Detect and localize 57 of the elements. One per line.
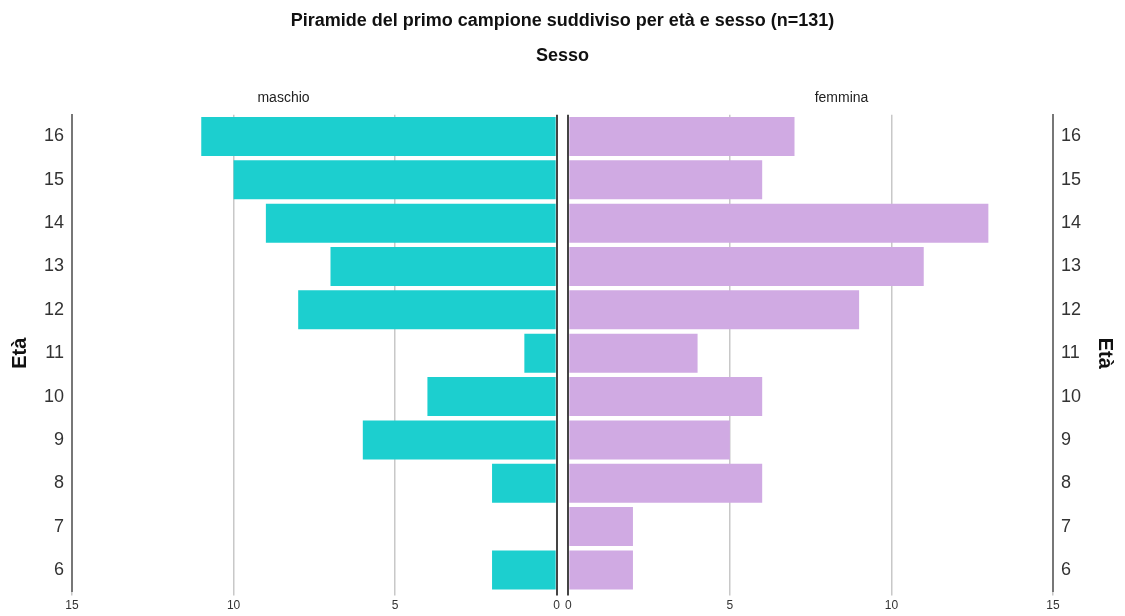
x-tick-label: 5	[726, 598, 734, 613]
bar	[569, 203, 989, 243]
x-tick-label: 15	[1046, 598, 1060, 613]
bar	[362, 420, 556, 460]
y-tick-label: 10	[43, 385, 65, 406]
x-tick-label: 15	[65, 598, 80, 613]
x-tick-label: 0	[564, 598, 572, 613]
y-tick-label: 6	[1060, 558, 1071, 579]
bar	[569, 116, 795, 156]
bar	[569, 507, 633, 547]
y-tick-label: 11	[45, 342, 65, 363]
y-tick-label: 16	[1060, 125, 1082, 146]
bar	[569, 463, 763, 503]
bar	[427, 377, 556, 417]
bar	[492, 550, 556, 590]
y-tick-label: 12	[1060, 298, 1082, 319]
x-tick-label: 0	[553, 598, 561, 613]
y-tick-label: 12	[43, 298, 65, 319]
bar	[569, 290, 860, 330]
bar	[569, 247, 924, 287]
y-tick-label: 7	[1060, 515, 1071, 536]
bar	[201, 116, 556, 156]
x-tick-label: 10	[884, 598, 899, 613]
y-tick-label: 13	[43, 255, 65, 276]
series-label: femmina	[814, 89, 869, 106]
y-tick-label: 14	[43, 212, 65, 233]
bar	[492, 463, 556, 503]
bar	[265, 203, 556, 243]
x-tick-label: 5	[391, 598, 399, 613]
bar	[233, 160, 556, 200]
y-tick-label: 10	[1060, 385, 1082, 406]
y-axis-title: Età	[7, 336, 30, 369]
bar	[524, 333, 556, 373]
y-tick-label: 9	[1060, 428, 1071, 449]
bar	[569, 160, 763, 200]
y-tick-label: 6	[54, 558, 65, 579]
y-tick-label: 11	[1060, 342, 1080, 363]
y-tick-label: 14	[1060, 212, 1082, 233]
bar	[330, 247, 556, 287]
bar	[569, 420, 730, 460]
y-tick-label: 8	[54, 472, 65, 493]
series-label: maschio	[257, 89, 310, 106]
y-tick-label: 7	[54, 515, 65, 536]
y-tick-label: 8	[1060, 472, 1071, 493]
y-tick-label: 15	[1060, 168, 1082, 189]
chart-subtitle: Sesso	[534, 45, 590, 66]
x-tick-label: 10	[226, 598, 241, 613]
bar	[569, 377, 763, 417]
y-tick-label: 16	[43, 125, 65, 146]
bar	[569, 333, 698, 373]
bar	[569, 550, 633, 590]
chart-title: Piramide del primo campione suddiviso per età e sesso (n=131)	[289, 10, 836, 31]
y-tick-label: 9	[54, 428, 65, 449]
bar	[298, 290, 556, 330]
y-axis-title: Età	[1095, 337, 1118, 370]
y-tick-label: 13	[1060, 255, 1082, 276]
y-tick-label: 15	[43, 168, 65, 189]
